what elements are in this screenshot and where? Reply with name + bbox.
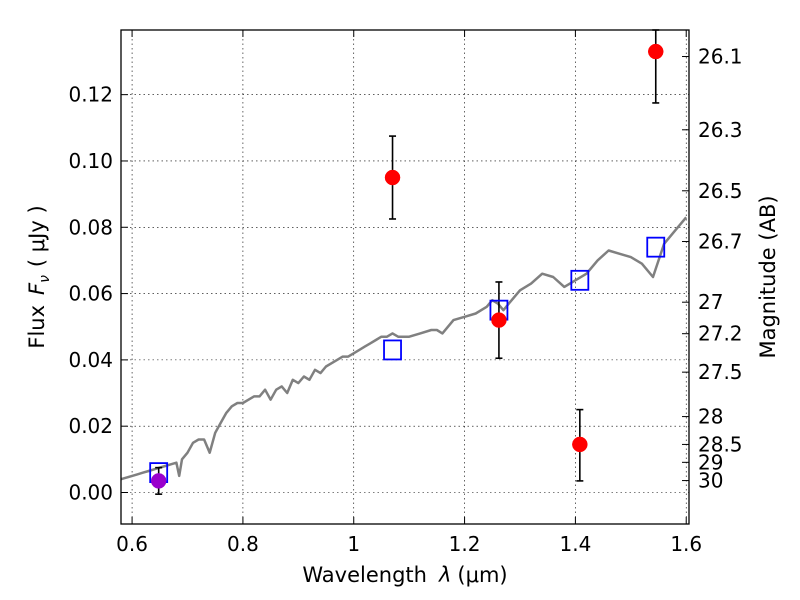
y-tick-label: 0.10 (68, 149, 113, 173)
y-tick-label: 0.00 (68, 481, 113, 505)
y-tick-label: 0.12 (68, 83, 113, 107)
y-tick-label: 0.02 (68, 414, 113, 438)
error-bars (155, 29, 660, 495)
x-tick-label: 0.6 (116, 532, 148, 556)
y2-tick-label: 28 (698, 405, 723, 429)
observed-point-marker (150, 473, 167, 489)
model-square-marker (646, 236, 666, 258)
y2-tick-label: 26.5 (698, 179, 743, 203)
y-axis-symbol: F (25, 282, 49, 295)
y2-tick-label: 26.3 (698, 118, 743, 142)
y-tick-label: 0.04 (68, 348, 113, 372)
x-tick-label: 1 (347, 532, 360, 556)
y2-tick-label: 30 (698, 469, 723, 493)
observed-markers (150, 43, 664, 489)
y2-tick-label: 27.2 (698, 322, 743, 346)
spectrum-series (120, 216, 688, 481)
x-tick-label: 0.8 (227, 532, 259, 556)
x-axis-label-text: Wavelength (302, 563, 427, 587)
y-tick-label: 0.08 (68, 215, 113, 239)
y2-tick-label: 26.1 (698, 45, 743, 69)
axis-ticks (121, 30, 689, 524)
model-square-marker (570, 269, 590, 291)
y2-tick-label: 27 (698, 290, 723, 314)
x-tick-label: 1.2 (449, 532, 481, 556)
y2-tick-label: 28.5 (698, 432, 743, 456)
observed-point-marker (648, 43, 664, 60)
y-tick-label: 0.06 (68, 282, 113, 306)
y-axis-label-text: Flux (25, 305, 49, 349)
observed-point-marker (491, 312, 507, 328)
model-square-marker (383, 339, 402, 361)
y2-tick-label: 27.5 (698, 360, 743, 384)
x-tick-label: 1.4 (559, 532, 591, 556)
observed-point-marker (572, 436, 588, 453)
y2-axis-label: Magnitude (AB) (756, 195, 780, 358)
y-axis-unit: ( μJy ) (25, 205, 49, 267)
x-axis-symbol: λ (438, 563, 451, 587)
y2-tick-label: 29 (698, 450, 723, 474)
model-markers (149, 236, 666, 484)
observed-point-marker (384, 169, 401, 186)
y-axis-subscript: ν (37, 275, 53, 283)
x-tick-label: 1.6 (670, 532, 702, 556)
spectrum-line (120, 216, 688, 481)
plot-frame (120, 29, 690, 525)
tick-labels: 0.6 0.8 1 1.2 1.4 1.6 0.00 0.02 0.04 0.06 0.08 0.10… (68, 45, 742, 556)
x-axis-unit: (μm) (457, 563, 507, 587)
x-axis-label: Wavelength λ (μm) (302, 563, 507, 587)
y-axis-label: Flux Fν ( μJy ) (25, 205, 53, 348)
y2-tick-label: 26.7 (698, 230, 743, 254)
grid-lines (121, 30, 689, 524)
